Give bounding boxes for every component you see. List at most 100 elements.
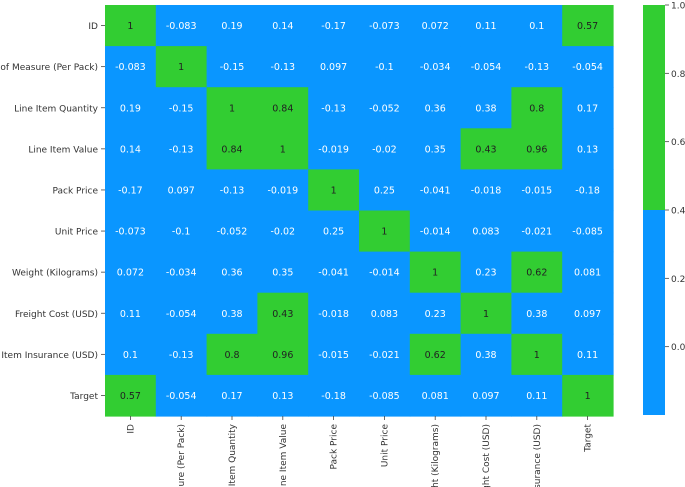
heatmap-cell	[206, 5, 258, 47]
heatmap-cell	[155, 169, 208, 212]
heatmap-cell	[511, 5, 563, 47]
cell-value-label: -0.13	[271, 62, 296, 73]
x-tick-label: Unit Price	[380, 424, 390, 468]
heatmap-cell	[359, 5, 411, 47]
cell-value-label: 0.097	[320, 62, 347, 73]
cell-value-label: 0.43	[272, 309, 293, 320]
cell-value-label: -0.13	[220, 185, 245, 196]
y-tick-label: Freight Cost (USD)	[15, 310, 98, 320]
cell-value-label: 0.072	[422, 21, 449, 32]
heatmap-cell	[155, 374, 208, 417]
cell-value-label: -0.085	[369, 391, 400, 402]
heatmap-cell	[257, 374, 309, 417]
heatmap-cell	[105, 374, 157, 417]
heatmap-cell	[308, 251, 360, 294]
cell-value-label: -0.02	[372, 144, 397, 155]
heatmap-cell	[257, 251, 309, 294]
cell-value-label: 1	[331, 185, 337, 196]
x-tick-label: asure (Per Pack)	[177, 424, 187, 487]
heatmap-cell	[105, 5, 157, 47]
cell-value-label: -0.1	[375, 62, 394, 73]
heatmap-cell	[257, 87, 309, 129]
cell-value-label: 0.14	[120, 144, 141, 155]
x-tick-label: ne Item Quantity	[228, 423, 238, 487]
colorbar-tick-label: 0.4	[671, 207, 685, 217]
cell-value-label: -0.034	[166, 268, 197, 279]
heatmap-cell	[105, 292, 157, 335]
heatmap-cell	[359, 210, 411, 253]
heatmap-cell	[206, 46, 258, 88]
y-tick-label: Target	[69, 392, 98, 402]
heatmap-cell	[511, 251, 563, 294]
cell-value-label: -0.13	[169, 144, 194, 155]
y-tick-label: Unit Price	[55, 228, 99, 238]
heatmap-cell	[359, 333, 411, 376]
heatmap-cell	[460, 374, 512, 417]
cell-value-label: 0.62	[425, 350, 446, 361]
cell-value-label: 1	[534, 350, 540, 361]
cell-value-label: -0.014	[420, 227, 451, 238]
colorbar: 1.0 0.8 0.6 0.4 0.2 0.0	[643, 2, 685, 415]
cell-value-label: 1	[280, 144, 286, 155]
heatmap-cell	[206, 128, 258, 170]
heatmap-cell	[359, 251, 411, 294]
heatmap-cell	[511, 292, 563, 335]
cell-value-label: 0.17	[577, 103, 598, 114]
heatmap-cell	[308, 128, 360, 170]
cell-value-label: 1	[585, 391, 591, 402]
cell-value-label: -0.083	[115, 62, 146, 73]
cell-value-label: 0.11	[577, 350, 598, 361]
heatmap-cell	[155, 128, 208, 170]
cell-value-label: 0.38	[475, 350, 496, 361]
cell-value-label: -0.015	[318, 350, 349, 361]
cell-value-label: -0.054	[572, 62, 603, 73]
heatmap-cell	[511, 169, 563, 212]
x-tick-label: Pack Price	[330, 424, 340, 470]
cell-value-label: 0.96	[272, 350, 293, 361]
y-tick-label: ID	[88, 22, 98, 32]
x-tick-label: eight (Kilograms)	[431, 424, 441, 487]
heatmap-cell	[308, 5, 360, 47]
cell-value-label: 0.38	[475, 103, 496, 114]
heatmap-cell	[460, 5, 512, 47]
heatmap-cell	[359, 46, 411, 88]
cell-value-label: 0.19	[120, 103, 141, 114]
heatmap-cell	[308, 333, 360, 376]
heatmap-cells	[105, 5, 614, 417]
heatmap-cell	[409, 374, 462, 417]
colorbar-tick-label: 1.0	[671, 2, 685, 12]
colorbar-high-band	[643, 5, 665, 210]
cell-value-label: 0.38	[221, 309, 242, 320]
cell-value-label: 0.84	[221, 144, 242, 155]
heatmap-cell	[308, 292, 360, 335]
heatmap-cell	[409, 5, 462, 47]
heatmap-cell	[206, 292, 258, 335]
heatmap-cell	[257, 5, 309, 47]
cell-value-label: -0.041	[318, 268, 349, 279]
cell-value-label: 0.097	[168, 185, 195, 196]
cell-value-label: 0.35	[425, 144, 446, 155]
cell-value-label: -0.13	[525, 62, 550, 73]
cell-value-label: -0.073	[115, 227, 146, 238]
cell-value-label: 1	[483, 309, 489, 320]
heatmap-cell	[105, 210, 157, 253]
cell-value-label: -0.13	[169, 350, 194, 361]
colorbar-tick-label: 0.2	[671, 275, 685, 285]
heatmap-cell	[562, 169, 614, 212]
heatmap-cell	[460, 46, 512, 88]
heatmap-cell	[460, 333, 512, 376]
cell-value-label: -0.15	[220, 62, 245, 73]
cell-value-label: 0.57	[120, 391, 141, 402]
cell-value-label: 0.097	[574, 309, 601, 320]
cell-value-label: -0.15	[169, 103, 194, 114]
cell-value-label: 0.96	[526, 144, 547, 155]
heatmap-cell	[460, 169, 512, 212]
heatmap-cell	[359, 292, 411, 335]
heatmap-cell	[409, 128, 462, 170]
heatmap-cell	[562, 251, 614, 294]
cell-value-label: -0.018	[471, 185, 502, 196]
cell-value-label: 0.1	[123, 350, 138, 361]
cell-value-label: 0.083	[371, 309, 398, 320]
y-tick-label: Pack Price	[52, 186, 98, 196]
